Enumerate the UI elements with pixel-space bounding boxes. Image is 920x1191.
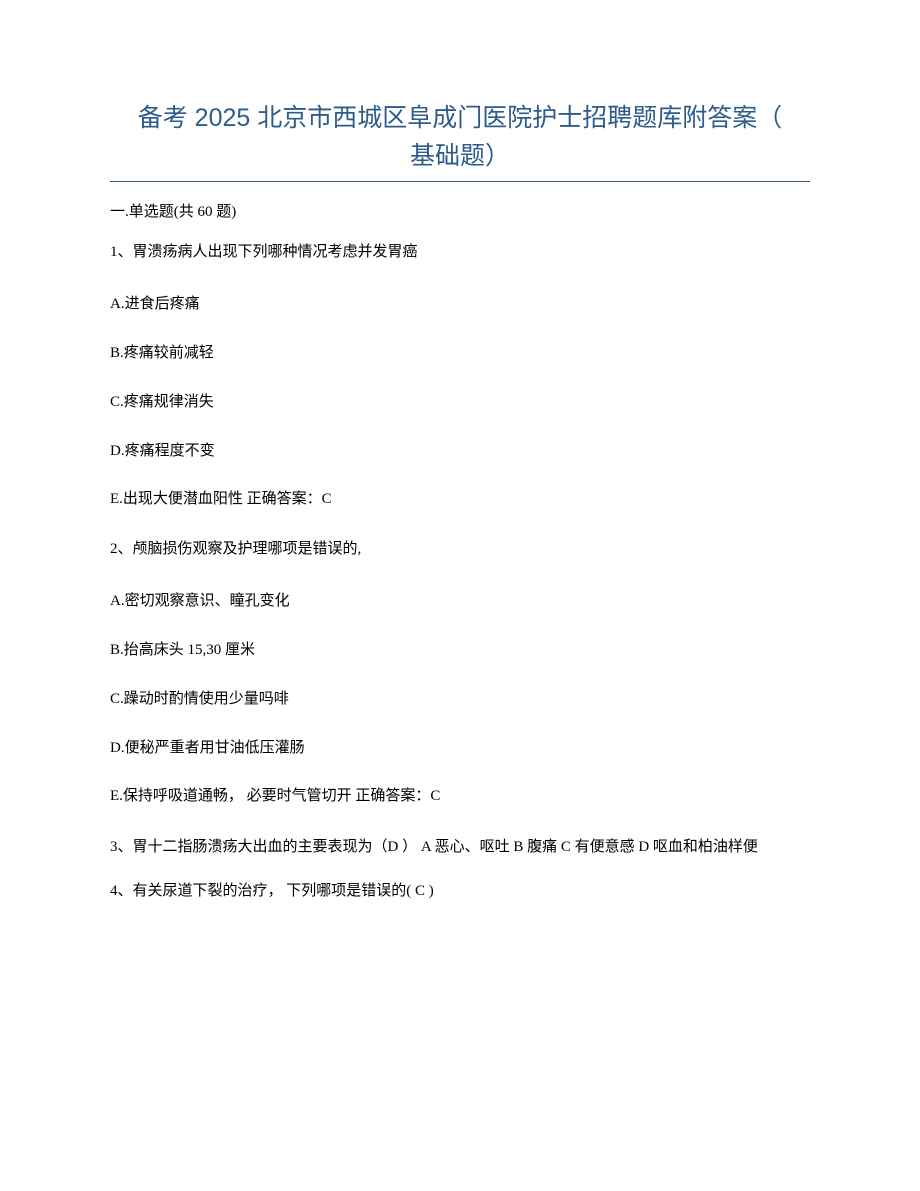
q2-stem: 2、颅脑损伤观察及护理哪项是错误的, <box>110 538 810 561</box>
q1-option-c: C.疼痛规律消失 <box>110 390 810 411</box>
q1-option-e: E.出现大便潜血阳性 正确答案：C <box>110 488 810 511</box>
document-title: 备考 2025 北京市西城区阜成门医院护士招聘题库附答案（ 基础题） <box>110 100 810 175</box>
title-line-1: 备考 2025 北京市西城区阜成门医院护士招聘题库附答案（ <box>138 104 783 132</box>
q1-option-b: B.疼痛较前减轻 <box>110 341 810 362</box>
q1-stem: 1、胃溃疡病人出现下列哪种情况考虑并发胃癌 <box>110 241 810 264</box>
q2-option-c: C.躁动时酌情使用少量吗啡 <box>110 687 810 708</box>
q2-option-e: E.保持呼吸道通畅， 必要时气管切开 正确答案：C <box>110 785 810 808</box>
q2-option-a: A.密切观察意识、瞳孔变化 <box>110 589 810 610</box>
q2-option-d: D.便秘严重者用甘油低压灌肠 <box>110 736 810 757</box>
q1-option-d: D.疼痛程度不变 <box>110 439 810 460</box>
title-underline <box>110 181 810 182</box>
q3-full: 3、胃十二指肠溃疡大出血的主要表现为（D ） A 恶心、呕吐 B 腹痛 C 有便… <box>110 835 810 861</box>
q4-stem: 4、有关尿道下裂的治疗， 下列哪项是错误的( C ) <box>110 879 810 905</box>
section-header: 一.单选题(共 60 题) <box>110 200 810 221</box>
title-line-2: 基础题） <box>410 142 510 170</box>
q2-option-b: B.抬高床头 15,30 厘米 <box>110 638 810 659</box>
q1-option-a: A.进食后疼痛 <box>110 292 810 313</box>
